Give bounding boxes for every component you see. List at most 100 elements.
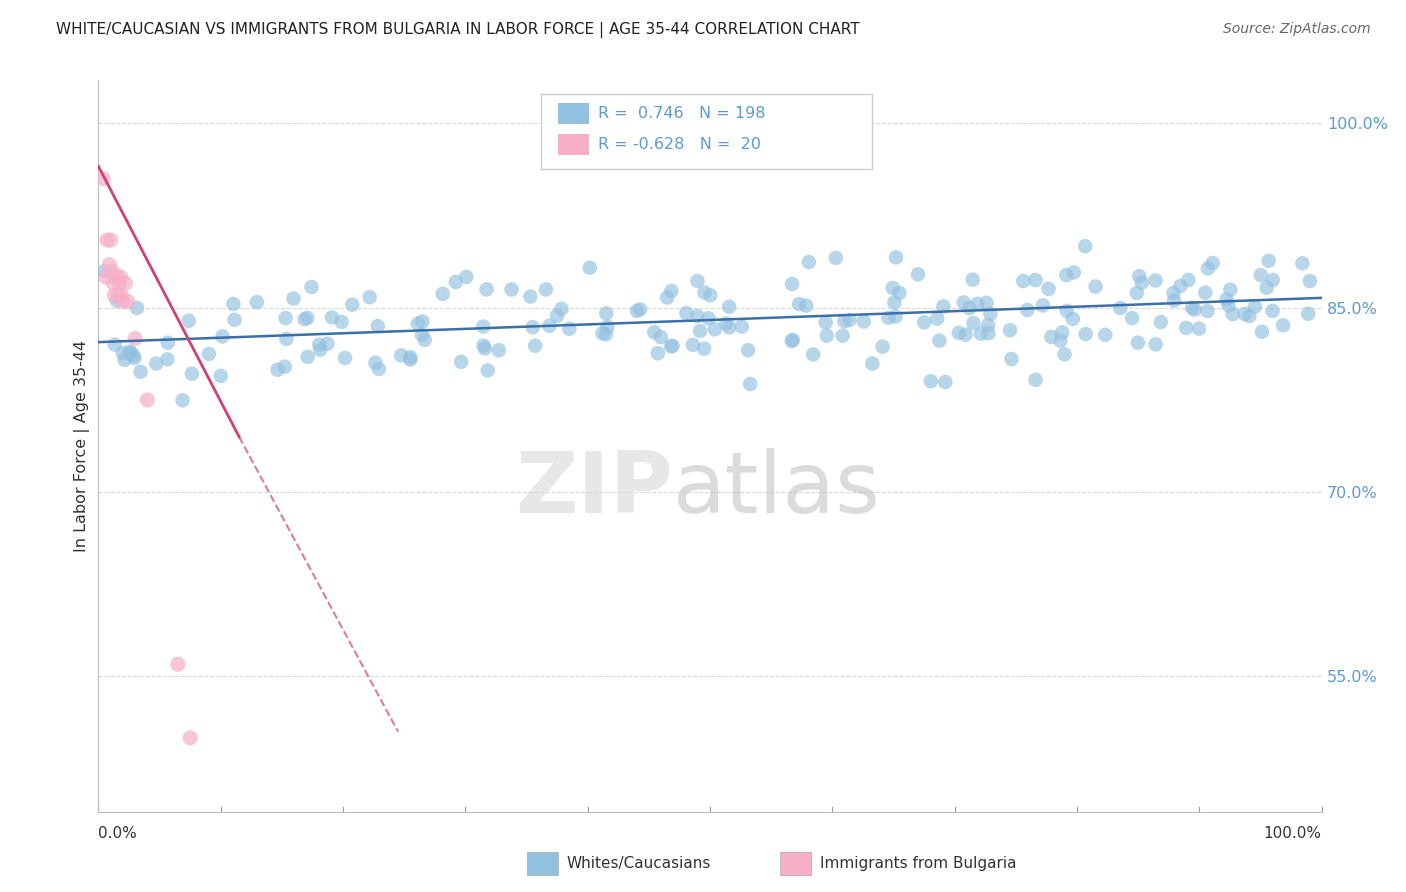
Point: [156, 352, 179, 367]
Point: [209, 368, 232, 383]
Point: [450, 355, 472, 369]
Point: [179, 731, 201, 745]
Point: [1000, 351, 1022, 366]
Point: [1184, 302, 1206, 317]
Y-axis label: In Labor Force | Age 35-44: In Labor Force | Age 35-44: [75, 340, 90, 552]
Point: [111, 288, 134, 302]
Point: [693, 342, 716, 356]
Point: [693, 285, 716, 300]
Point: [167, 657, 190, 672]
Point: [96, 233, 118, 247]
Point: [105, 270, 128, 285]
Point: [1233, 307, 1256, 321]
Point: [93, 264, 115, 278]
Point: [91, 171, 114, 186]
Text: ZIP: ZIP: [516, 449, 673, 532]
Point: [814, 316, 837, 330]
Point: [124, 351, 146, 365]
Point: [780, 277, 803, 291]
Point: [538, 318, 561, 333]
Point: [782, 333, 804, 347]
Point: [884, 310, 907, 324]
Point: [787, 297, 810, 311]
Point: [266, 362, 288, 376]
Point: [1128, 269, 1150, 284]
Point: [661, 339, 683, 353]
Point: [321, 310, 343, 325]
Point: [1062, 312, 1084, 326]
Point: [959, 301, 981, 315]
Point: [1175, 321, 1198, 335]
Point: [198, 347, 221, 361]
Point: [283, 292, 305, 306]
Point: [1074, 326, 1097, 341]
Point: [1194, 285, 1216, 300]
Point: [474, 342, 496, 356]
Point: [519, 289, 541, 303]
Point: [114, 352, 136, 367]
Point: [276, 332, 298, 346]
Point: [136, 392, 159, 407]
Point: [927, 311, 949, 326]
Point: [703, 322, 725, 336]
Point: [110, 270, 132, 285]
Text: Source: ZipAtlas.com: Source: ZipAtlas.com: [1223, 22, 1371, 37]
Point: [831, 328, 853, 343]
Point: [740, 376, 762, 391]
Text: 0.0%: 0.0%: [98, 827, 138, 841]
Point: [1197, 261, 1219, 276]
Point: [718, 300, 741, 314]
Point: [977, 326, 1000, 341]
Text: Whites/Caucasians: Whites/Caucasians: [567, 856, 711, 871]
Point: [647, 346, 669, 360]
Point: [977, 318, 1000, 332]
Point: [1025, 373, 1047, 387]
Point: [120, 345, 142, 359]
Point: [274, 311, 297, 326]
Point: [686, 309, 709, 323]
Point: [546, 309, 568, 323]
Point: [1218, 298, 1240, 312]
Point: [1144, 273, 1167, 287]
Point: [998, 323, 1021, 337]
Point: [101, 264, 124, 278]
Point: [884, 250, 907, 264]
Point: [934, 375, 956, 389]
Point: [1202, 256, 1225, 270]
Point: [472, 319, 495, 334]
Point: [962, 316, 984, 330]
Point: [979, 307, 1001, 321]
Point: [626, 304, 648, 318]
Point: [104, 337, 127, 351]
Point: [643, 325, 665, 339]
Point: [1256, 281, 1278, 295]
Point: [1296, 307, 1319, 321]
Point: [364, 356, 387, 370]
Point: [962, 272, 984, 286]
Point: [697, 311, 720, 326]
Point: [477, 363, 499, 377]
Point: [524, 339, 547, 353]
Point: [675, 306, 697, 320]
Point: [316, 336, 339, 351]
Point: [475, 282, 498, 296]
Text: WHITE/CAUCASIAN VS IMMIGRANTS FROM BULGARIA IN LABOR FORCE | AGE 35-44 CORRELATI: WHITE/CAUCASIAN VS IMMIGRANTS FROM BULGA…: [56, 22, 860, 38]
Point: [932, 300, 955, 314]
Text: R =  0.746   N = 198: R = 0.746 N = 198: [598, 106, 765, 120]
Point: [689, 324, 711, 338]
Point: [105, 293, 128, 308]
Point: [1017, 303, 1039, 318]
Point: [976, 295, 998, 310]
Point: [1054, 268, 1077, 282]
Point: [1251, 325, 1274, 339]
Point: [1188, 321, 1211, 335]
Point: [578, 260, 600, 275]
Point: [1261, 273, 1284, 287]
Point: [907, 268, 929, 282]
Point: [952, 295, 974, 310]
Point: [928, 334, 950, 348]
Point: [114, 276, 136, 290]
Point: [367, 319, 389, 334]
Point: [1144, 337, 1167, 351]
Point: [661, 284, 683, 298]
